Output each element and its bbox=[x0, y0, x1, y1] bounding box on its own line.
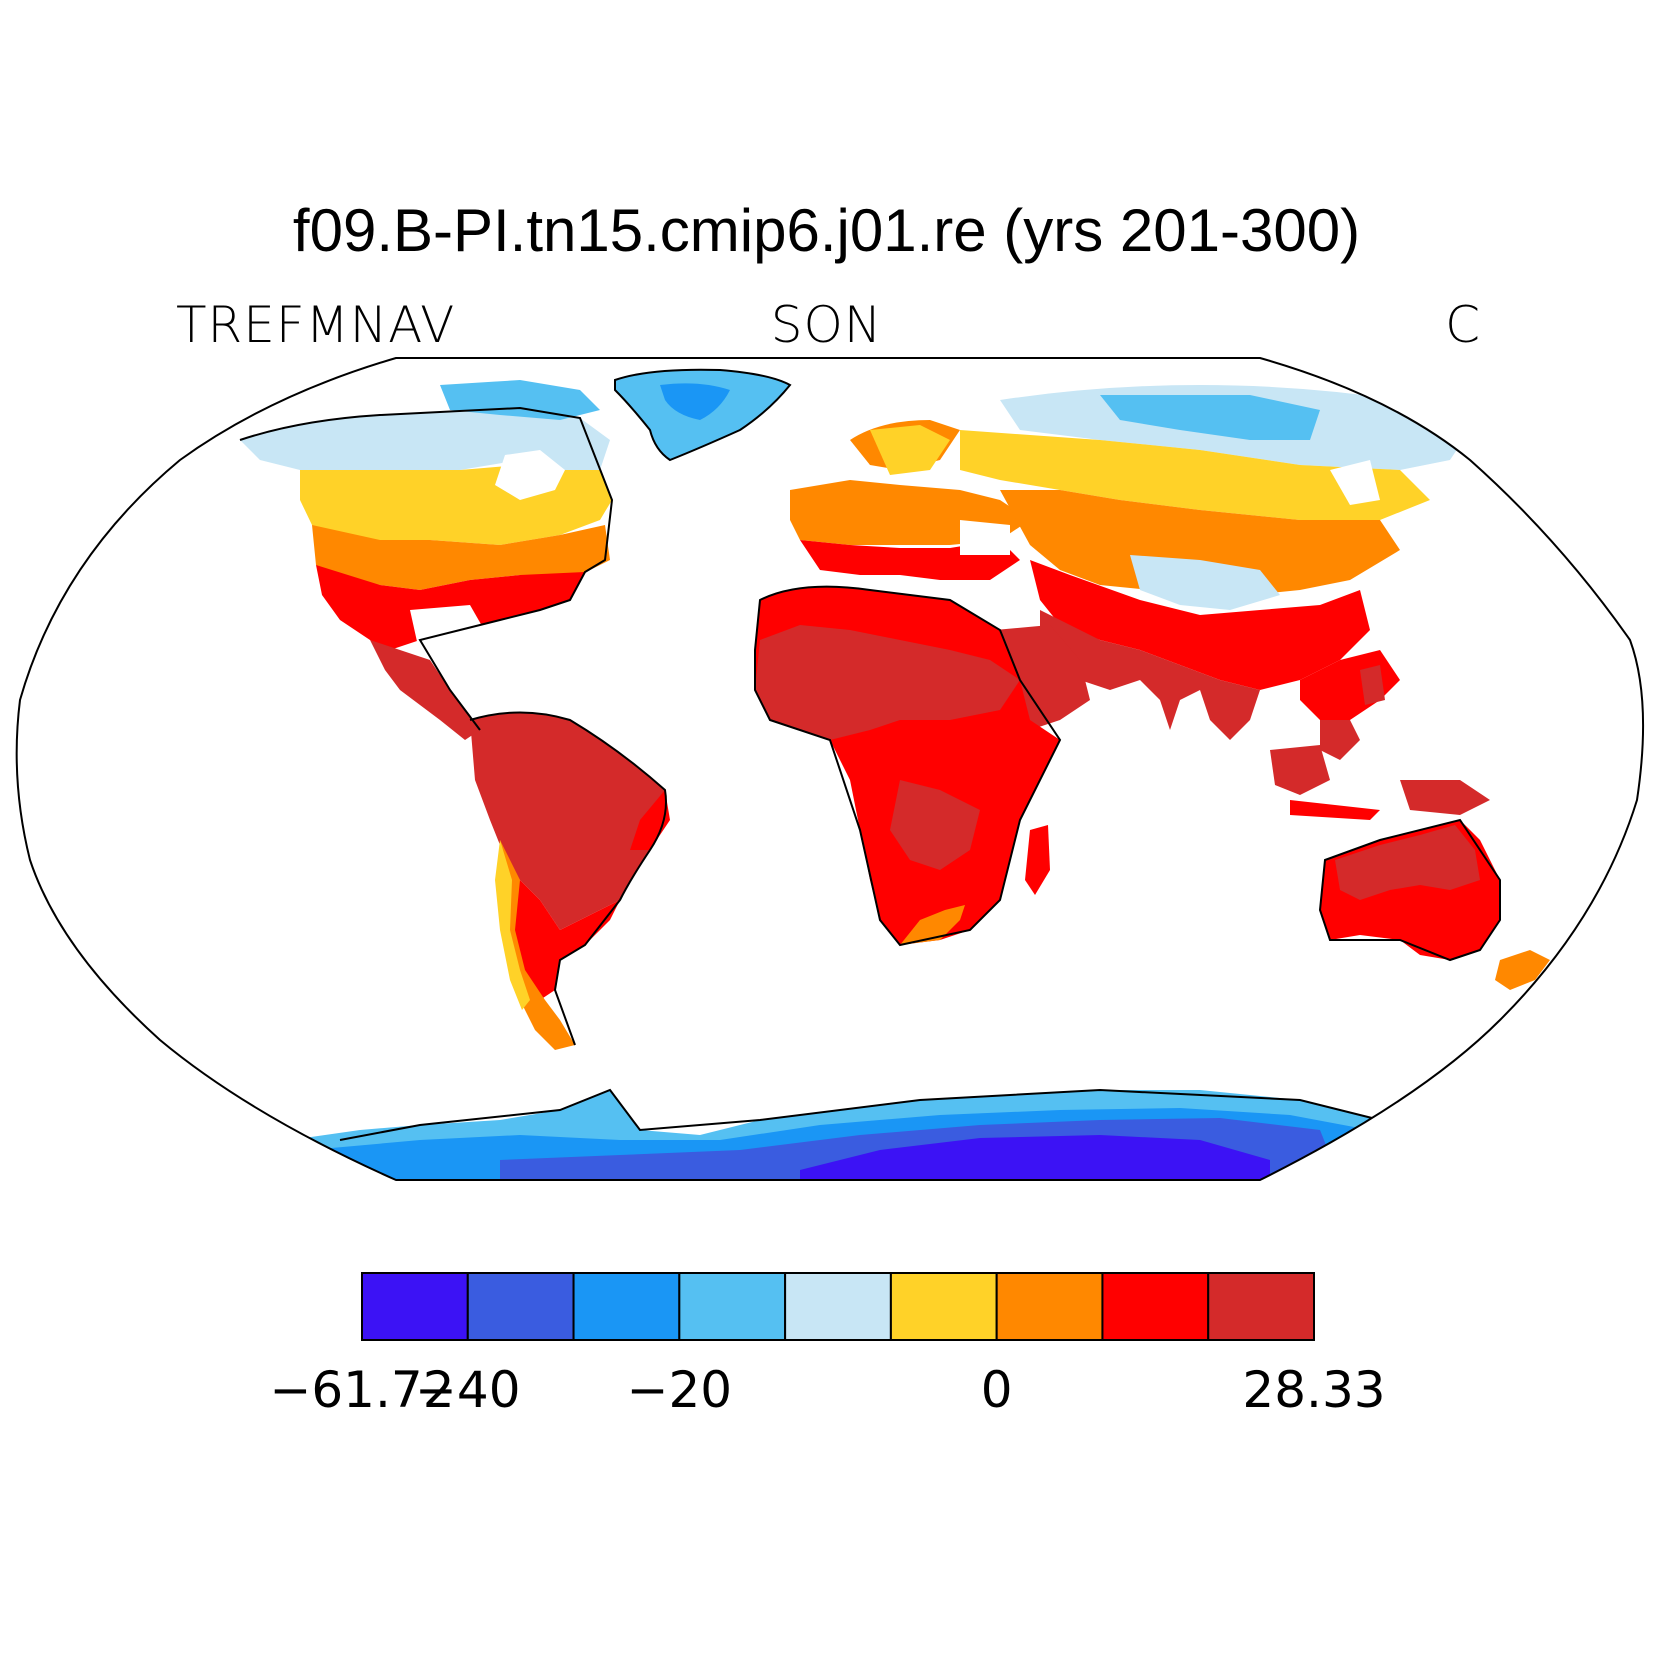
australia bbox=[1320, 820, 1550, 990]
colorbar-box bbox=[466, 1272, 575, 1341]
colorbar-box bbox=[995, 1272, 1104, 1341]
units-label: C bbox=[1445, 296, 1481, 354]
south-america bbox=[470, 712, 670, 1050]
colorbar-box bbox=[361, 1272, 469, 1341]
asia bbox=[960, 385, 1470, 760]
colorbar-tick-label: −20 bbox=[627, 1361, 733, 1419]
map-boundary bbox=[15, 357, 1645, 1181]
colorbar-box bbox=[678, 1272, 787, 1341]
africa bbox=[755, 586, 1060, 945]
season-label: SON bbox=[770, 296, 883, 354]
colorbar-tick-label: −40 bbox=[415, 1361, 521, 1419]
colorbar-box bbox=[1207, 1272, 1315, 1341]
colorbar-box bbox=[889, 1272, 998, 1341]
colorbar-tick-label: 0 bbox=[981, 1361, 1013, 1419]
plot-title: f09.B-PI.tn15.cmip6.j01.re (yrs 201-300) bbox=[292, 197, 1361, 264]
coastlines bbox=[239, 368, 1501, 1141]
colorbar-box bbox=[1101, 1272, 1210, 1341]
map-area bbox=[239, 368, 1550, 1180]
maritime-continent bbox=[1270, 665, 1490, 820]
north-america bbox=[240, 408, 612, 740]
colorbar: −61.72−40 −20 0 28.33 bbox=[269, 1272, 1386, 1419]
europe bbox=[790, 420, 1030, 580]
antarctica bbox=[290, 1090, 1400, 1180]
variable-label: TREFMNAV bbox=[176, 296, 456, 354]
colorbar-tick-label: 28.33 bbox=[1242, 1361, 1385, 1419]
colorbar-box bbox=[572, 1272, 681, 1341]
colorbar-box bbox=[784, 1272, 892, 1341]
colorbar-tick-label: −61.72 bbox=[269, 1361, 454, 1419]
